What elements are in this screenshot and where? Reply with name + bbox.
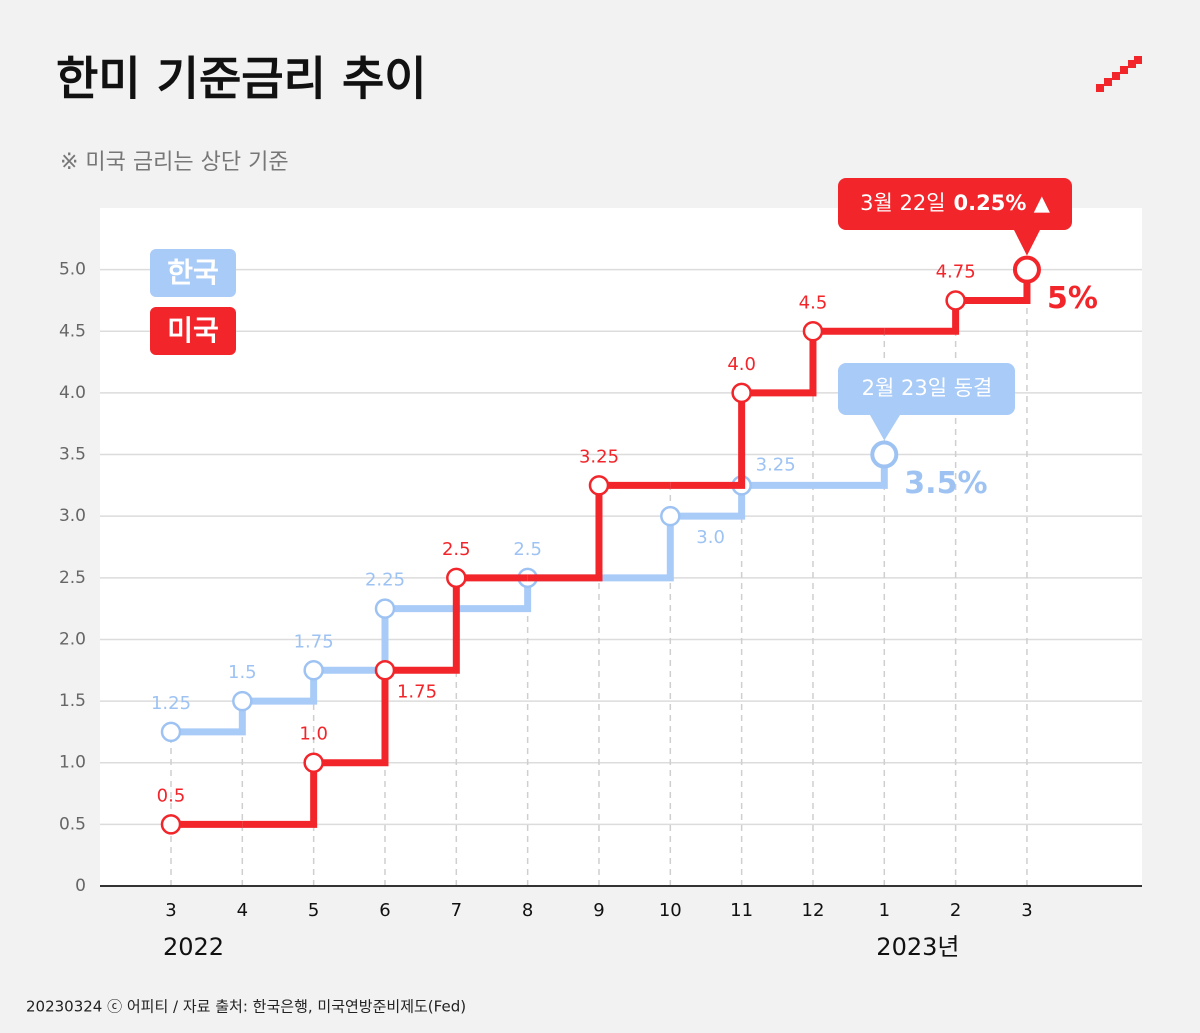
value-label: 1.75	[294, 631, 334, 652]
x-tick-label: 1	[879, 900, 890, 921]
legend-label: 한국	[167, 256, 219, 289]
callout-box	[838, 178, 1072, 256]
point-marker	[374, 660, 396, 681]
y-tick-label: 5.0	[59, 260, 86, 280]
value-label: 3.25	[579, 446, 619, 467]
point-marker	[374, 598, 396, 619]
y-tick-label: 3.5	[59, 445, 86, 465]
callout-box	[838, 363, 1015, 441]
y-tick-label: 3.0	[59, 506, 86, 526]
step-segment	[527, 485, 603, 582]
point-marker	[660, 505, 681, 527]
point-marker	[1012, 255, 1041, 284]
point-marker	[731, 382, 752, 404]
value-label: 3.0	[696, 527, 725, 548]
x-tick-label: 5	[308, 900, 319, 921]
point-marker	[588, 475, 610, 496]
step-segment	[741, 331, 817, 397]
x-tick-label: 10	[659, 900, 682, 921]
value-label: 4.0	[727, 354, 756, 375]
callout-text: 3월 22일 0.25% ▲	[860, 191, 1051, 215]
point-marker	[160, 814, 182, 835]
point-marker	[802, 321, 824, 342]
step-segment	[171, 701, 246, 736]
y-tick-label: 1.5	[59, 691, 86, 711]
step-segment	[242, 670, 318, 705]
point-marker	[446, 567, 467, 589]
value-label: 4.75	[936, 261, 976, 282]
y-tick-label: 0.5	[59, 814, 86, 834]
source: 20230324 ⓒ 어피티 / 자료 출처: 한국은행, 미국연방준비제도(F…	[26, 998, 466, 1016]
point-marker	[160, 721, 182, 743]
point-marker	[232, 690, 253, 712]
point-marker	[303, 660, 324, 681]
value-label: 2.25	[365, 570, 405, 591]
y-tick-label: 0	[75, 876, 86, 896]
step-segment	[670, 392, 746, 489]
y-tick-label: 1.0	[59, 753, 86, 773]
step-segment	[598, 516, 674, 582]
callout-change: 0.25% ▲	[954, 191, 1051, 215]
point-marker	[303, 752, 324, 773]
x-tick-label: 8	[522, 900, 533, 921]
x-tick-label: 3	[165, 900, 176, 921]
point-marker	[870, 440, 899, 469]
step-segment	[242, 762, 318, 828]
step-segment	[384, 577, 460, 674]
y-tick-label: 4.0	[59, 383, 86, 403]
legend-box	[150, 307, 236, 355]
x-tick-label: 4	[237, 900, 248, 921]
year-label: 2023년	[876, 933, 959, 961]
value-label: 4.5	[799, 292, 828, 313]
x-tick-label: 12	[802, 900, 825, 921]
value-label: 1.25	[151, 693, 191, 714]
step-segment	[313, 670, 389, 767]
title: 한미 기준금리 추이	[56, 52, 427, 106]
series-1: 0.5 1.0 1.75 2.5 3.25 4.0 4.5 4.75 5%	[157, 255, 1098, 835]
legend-box	[150, 249, 236, 297]
point-marker	[945, 290, 966, 311]
x-tick-label: 11	[730, 900, 753, 921]
y-tick-label: 2.0	[59, 629, 86, 649]
step-segment	[670, 485, 746, 520]
value-label: 3.5%	[904, 466, 987, 501]
value-label: 1.5	[228, 662, 257, 683]
series-0: 1.25 1.5 1.75 2.25 2.5 3.0 3.25 3.5%	[151, 440, 988, 743]
value-label: 0.5	[157, 785, 186, 806]
logo	[1096, 56, 1142, 92]
value-label: 1.0	[299, 724, 328, 745]
x-tick-label: 3	[1021, 900, 1032, 921]
plot-area	[100, 208, 1142, 886]
y-tick-label: 2.5	[59, 568, 86, 588]
value-label: 5%	[1047, 281, 1098, 316]
legend-label: 미국	[167, 314, 219, 347]
year-label: 2022	[163, 933, 224, 961]
value-label: 2.5	[513, 539, 542, 560]
y-tick-label: 4.5	[59, 321, 86, 341]
x-tick-label: 9	[593, 900, 604, 921]
step-segment	[456, 577, 532, 613]
value-label: 1.75	[397, 681, 437, 702]
subtitle: ※ 미국 금리는 상단 기준	[60, 150, 289, 175]
value-label: 2.5	[442, 539, 471, 560]
value-label: 3.25	[756, 454, 796, 475]
x-tick-label: 7	[451, 900, 462, 921]
x-tick-label: 2	[950, 900, 961, 921]
x-tick-label: 6	[379, 900, 390, 921]
callout-date: 3월 22일	[860, 191, 945, 215]
callout-text: 2월 23일 동결	[862, 376, 993, 400]
step-segment	[884, 300, 960, 335]
